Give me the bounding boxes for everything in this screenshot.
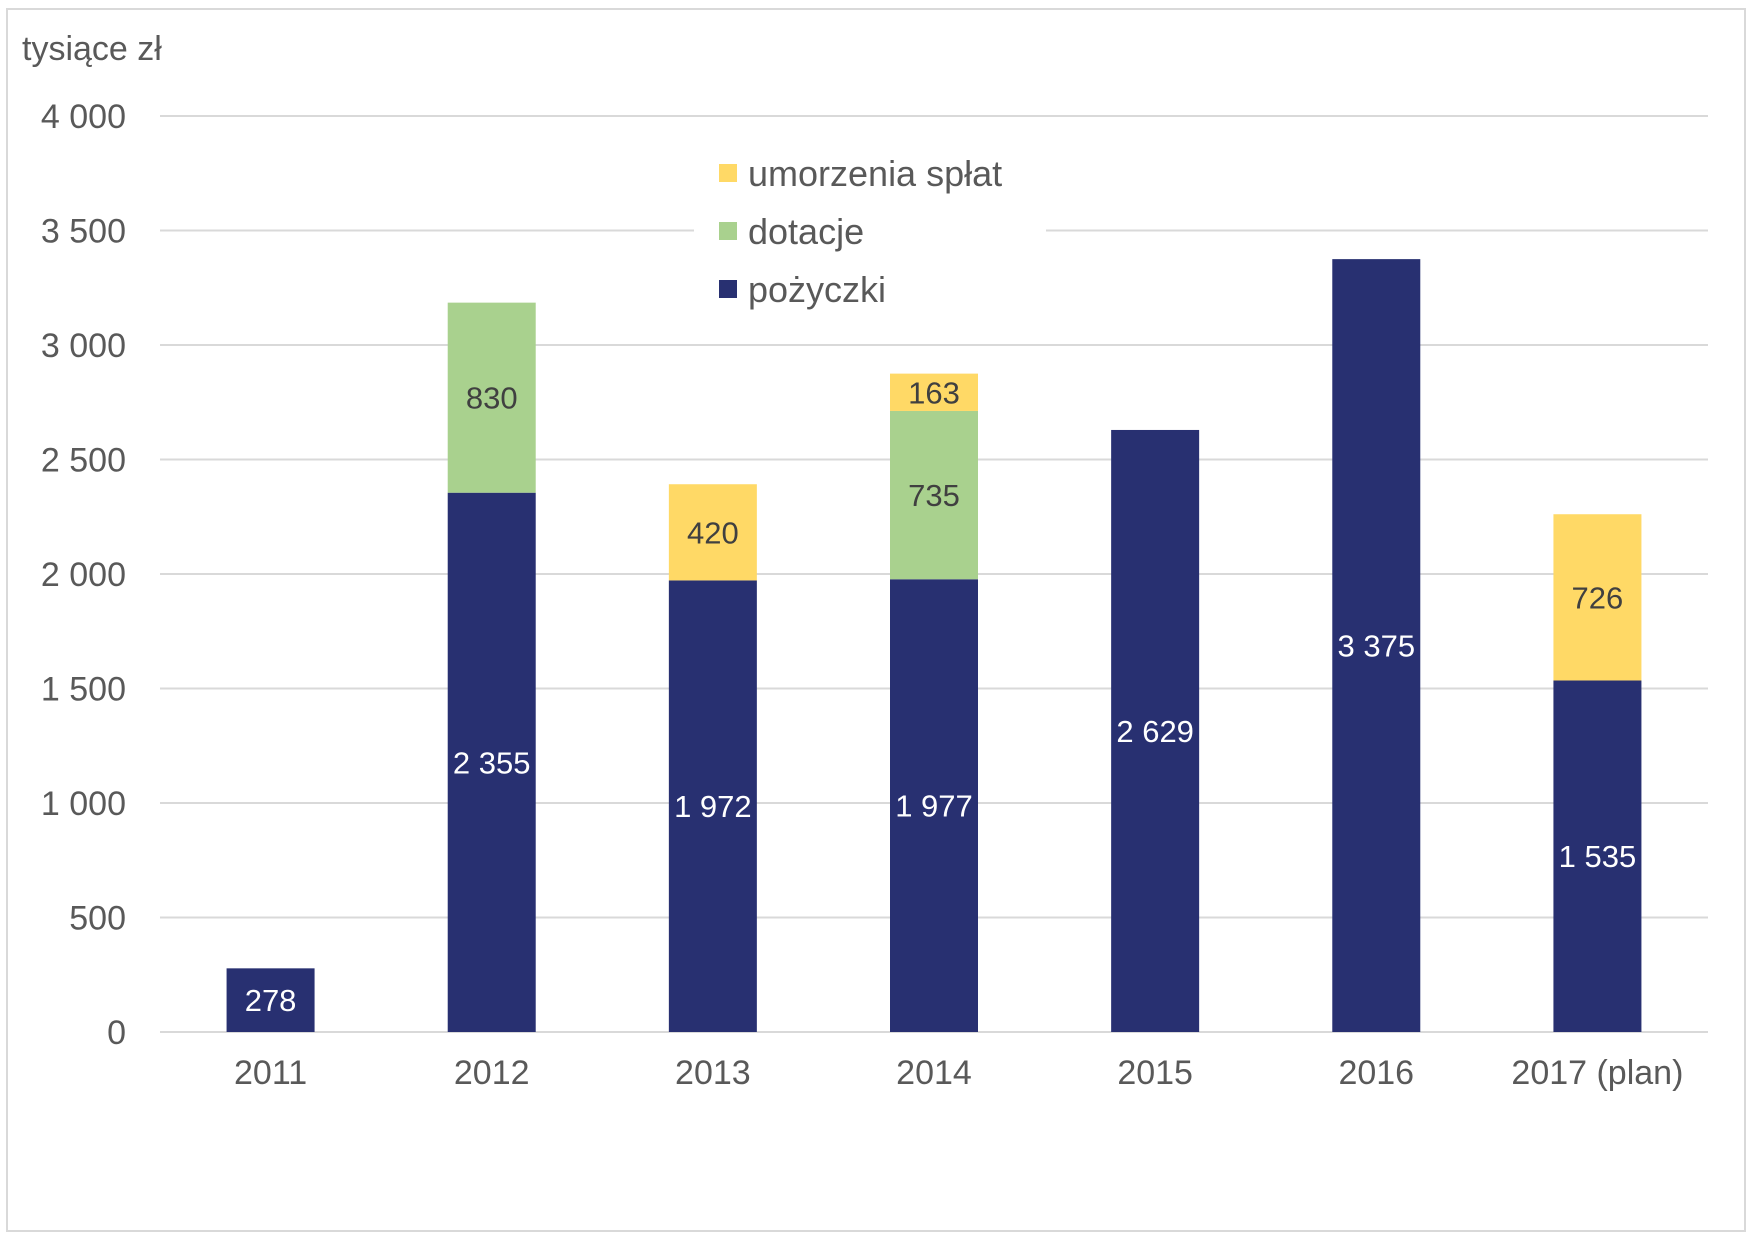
bar-segment-dotacje (447, 302, 536, 493)
y-tick-label: 500 (69, 900, 126, 938)
data-label: 735 (908, 478, 960, 513)
data-label: 163 (908, 375, 960, 410)
legend-swatch (719, 164, 737, 182)
x-tick-label: 2017 (plan) (1511, 1054, 1683, 1092)
bar-segment-pozyczki (1553, 680, 1642, 1032)
y-tick-label: 3 500 (41, 213, 126, 251)
bar-segment-pozyczki (1332, 259, 1421, 1032)
bars (226, 259, 1642, 1033)
y-tick-label: 1 000 (41, 785, 126, 823)
y-tick-label: 1 500 (41, 671, 126, 709)
data-label: 278 (245, 983, 297, 1018)
bar-segment-pozyczki (447, 492, 536, 1033)
legend: umorzenia spłat dotacje pożyczki (694, 128, 1046, 312)
y-tick-label: 4 000 (41, 98, 126, 136)
bar-segment-pozyczki (668, 580, 757, 1032)
bar-segment-umorzenia-sp-at (890, 373, 978, 411)
bar-labels: 278 2 355 830 1 972 420 1 977 735 163 2 629 3 375… (245, 375, 1637, 1018)
stacked-bar-chart: tysiące zł 0 500 1 000 1 500 2 000 2 500 3 000… (22, 30, 1708, 1092)
x-axis-ticks: 2011 2012 2013 2014 2015 2016 2017 (plan) (234, 1054, 1683, 1092)
bar-segment-umorzenia-sp-at (668, 484, 757, 581)
data-label: 2 629 (1116, 714, 1194, 749)
x-tick-label: 2016 (1338, 1054, 1414, 1092)
x-tick-label: 2014 (896, 1054, 972, 1092)
legend-swatch (719, 222, 737, 240)
y-tick-label: 0 (107, 1014, 126, 1052)
data-label: 420 (687, 515, 739, 550)
legend-swatch (719, 280, 737, 298)
x-tick-label: 2015 (1117, 1054, 1193, 1092)
bar-segment-pozyczki (1111, 429, 1200, 1033)
data-label: 2 355 (453, 745, 531, 780)
legend-label: pożyczki (748, 269, 886, 310)
y-axis-ticks: 0 500 1 000 1 500 2 000 2 500 3 000 3 500 4 000 (41, 98, 126, 1052)
y-axis-unit-label: tysiące zł (22, 30, 162, 68)
data-label: 830 (466, 381, 518, 416)
x-tick-label: 2011 (234, 1054, 307, 1092)
y-tick-label: 2 000 (41, 556, 126, 594)
bar-segment-dotacje (890, 410, 978, 580)
legend-label: umorzenia spłat (748, 153, 1002, 194)
chart-frame: tysiące zł 0 500 1 000 1 500 2 000 2 500 3 000… (6, 8, 1746, 1232)
bar-segment-umorzenia-sp-at (1553, 514, 1642, 681)
data-label: 726 (1572, 580, 1624, 615)
legend-background (694, 128, 1046, 312)
bar-segment-pozyczki (890, 579, 978, 1032)
data-label: 3 375 (1337, 629, 1415, 664)
legend-label: dotacje (748, 211, 864, 252)
y-tick-label: 3 000 (41, 327, 126, 365)
data-label: 1 977 (895, 789, 973, 824)
x-tick-label: 2013 (675, 1054, 751, 1092)
x-tick-label: 2012 (454, 1054, 530, 1092)
data-label: 1 535 (1559, 839, 1637, 874)
y-tick-label: 2 500 (41, 442, 126, 480)
bar-segment-pozyczki (226, 968, 315, 1032)
data-label: 1 972 (674, 789, 752, 824)
